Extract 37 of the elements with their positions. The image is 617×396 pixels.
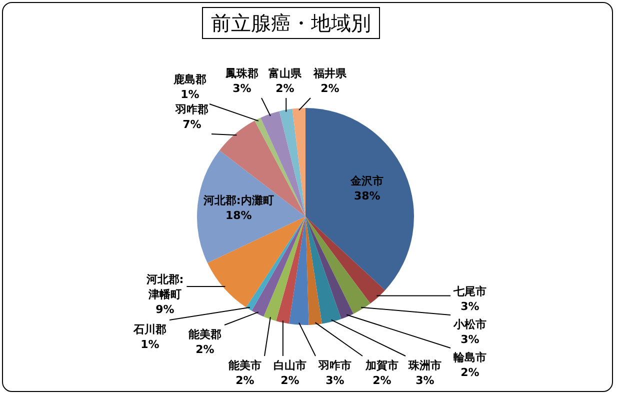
slice-label: 珠洲市 (408, 358, 442, 372)
slice-label: 河北郡:内灘町 (202, 194, 274, 208)
data-label: 1% (140, 338, 160, 351)
data-label: 2% (236, 374, 254, 387)
slice-label: 鳳珠郡 (224, 66, 258, 80)
slice-label: 福井県 (312, 66, 348, 80)
slice-label: 七尾市 (452, 284, 486, 298)
slice-label: 金沢市 (350, 174, 384, 188)
data-label: 3% (460, 300, 480, 313)
chart-title: 前立腺癌・地域別 (202, 7, 380, 39)
data-label: 9% (156, 302, 174, 316)
data-label: 18% (225, 209, 252, 222)
data-label: 3% (416, 374, 434, 387)
slice-label: 石川郡 (132, 322, 166, 336)
data-label: 7% (182, 118, 202, 131)
slice-label: 能美市 (228, 358, 262, 372)
data-label: 2% (276, 82, 294, 95)
slice-label: 白山市 (274, 358, 306, 372)
data-label: 3% (460, 332, 480, 346)
data-label: 2% (280, 374, 300, 387)
data-label: 2% (196, 342, 214, 356)
slice-label: 鹿島郡 (172, 72, 206, 86)
data-label: 3% (326, 374, 344, 387)
slice-label: 羽咋市 (318, 358, 352, 372)
slice-label: 小松市 (452, 318, 486, 331)
slice-label: 輪島市 (452, 350, 486, 364)
data-label: 2% (320, 82, 340, 95)
data-label: 38% (354, 189, 380, 202)
slice-label: 能美郡 (188, 328, 222, 341)
slice-label: 富山県 (268, 66, 302, 80)
slice-label: 加賀市 (364, 358, 398, 372)
data-label: 2% (460, 366, 480, 379)
slice-label: 河北郡:津幡町 (145, 272, 184, 301)
slice-label: 羽咋郡 (174, 102, 208, 116)
data-label: 1% (180, 88, 200, 101)
data-label: 3% (232, 82, 252, 95)
data-label: 2% (372, 374, 392, 387)
